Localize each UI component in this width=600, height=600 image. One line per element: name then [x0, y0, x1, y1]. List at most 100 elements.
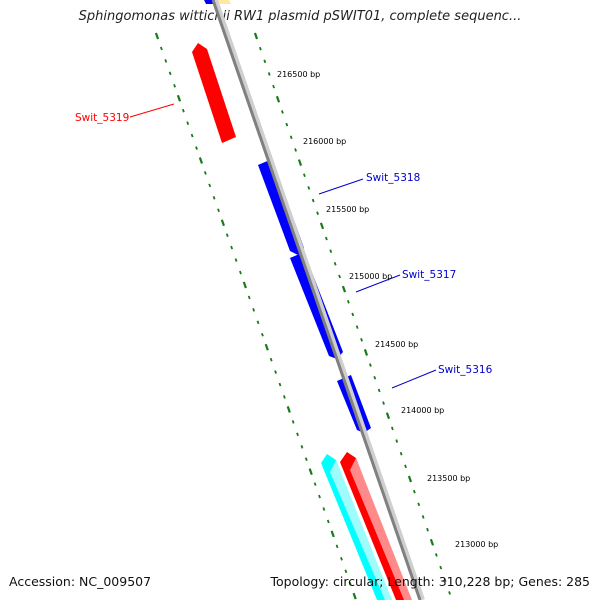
tick-mark	[212, 196, 216, 200]
tick-mark	[297, 159, 303, 166]
tick-mark	[217, 208, 220, 213]
scale-label-214000: 214000 bp	[401, 406, 444, 415]
tick-mark	[318, 494, 321, 499]
gene-label-swit-5316[interactable]: Swit_5316	[438, 364, 493, 376]
tick-mark	[195, 146, 198, 150]
tick-mark	[429, 538, 435, 546]
tick-mark	[344, 569, 348, 574]
tick-mark	[326, 519, 330, 524]
tick-mark	[282, 395, 286, 399]
tick-mark	[225, 233, 229, 237]
tick-mark	[346, 300, 350, 304]
tick-mark	[368, 363, 372, 367]
gene-top-yellow[interactable]	[218, 0, 231, 4]
tick-mark	[252, 308, 256, 312]
tick-mark	[390, 426, 394, 431]
tick-mark	[274, 370, 277, 374]
tick-mark	[247, 295, 251, 300]
map-title: Sphingomonas wittichii RW1 plasmid pSWIT…	[78, 9, 522, 24]
gene-label-swit-5317[interactable]: Swit_5317	[402, 269, 456, 281]
tick-mark	[443, 578, 447, 583]
tick-mark	[333, 262, 337, 266]
tick-mark	[338, 274, 341, 279]
tick-mark	[286, 406, 291, 413]
tick-mark	[404, 464, 407, 469]
tick-mark	[220, 219, 225, 227]
gene-label-leader-swit-5318	[318, 178, 364, 195]
tick-mark	[186, 121, 190, 125]
tick-mark	[173, 83, 176, 88]
tick-mark	[261, 332, 264, 337]
tick-mark	[296, 432, 299, 437]
tick-mark	[421, 515, 425, 519]
tick-mark	[263, 59, 267, 64]
tick-mark	[230, 245, 234, 250]
tick-mark	[176, 94, 182, 102]
sequence-backbone-shadow	[212, 0, 425, 600]
gene-cyan-lower-2[interactable]	[330, 460, 392, 600]
tick-mark	[203, 171, 207, 175]
gene-swit-5319[interactable]	[192, 43, 236, 143]
tick-mark	[267, 72, 271, 76]
scale-label-215000: 215000 bp	[349, 272, 392, 281]
tick-mark	[307, 186, 311, 190]
tick-mark	[448, 591, 451, 595]
tick-mark	[259, 46, 262, 51]
tick-mark	[325, 236, 328, 241]
sequence-backbone	[211, 0, 422, 600]
tick-mark	[426, 527, 429, 532]
tick-mark	[351, 312, 355, 317]
scale-label-216000: 216000 bp	[303, 137, 346, 146]
tick-mark	[407, 475, 413, 483]
tick-mark	[412, 489, 416, 494]
tick-mark	[281, 110, 284, 114]
tick-mark	[198, 157, 204, 164]
tick-mark	[313, 482, 317, 486]
tick-mark	[399, 451, 403, 456]
tick-mark	[239, 270, 242, 275]
gene-label-swit-5319[interactable]: Swit_5319	[75, 112, 129, 124]
tick-mark	[322, 507, 326, 511]
tick-mark	[434, 553, 438, 557]
tick-mark	[373, 375, 377, 380]
tick-mark	[417, 502, 421, 507]
tick-mark	[439, 565, 443, 570]
tick-mark	[395, 439, 399, 443]
genes-left-strand	[192, 0, 412, 600]
tick-mark	[190, 133, 194, 138]
tick-mark	[329, 249, 333, 253]
tick-mark	[363, 349, 369, 356]
tick-mark	[382, 401, 385, 405]
gene-label-swit-5318[interactable]: Swit_5318	[366, 172, 420, 184]
scale-label-214500: 214500 bp	[375, 340, 418, 349]
tick-mark	[316, 211, 319, 216]
tick-mark	[348, 581, 352, 586]
tick-mark	[377, 388, 381, 393]
tick-mark	[164, 59, 168, 63]
tick-mark	[352, 592, 357, 600]
tick-mark	[264, 343, 269, 351]
tick-mark	[285, 122, 289, 127]
gene-red-lower-2[interactable]	[350, 458, 412, 600]
tick-mark	[272, 84, 275, 89]
tick-mark	[154, 32, 160, 40]
scale-label-213500: 213500 bp	[427, 474, 470, 483]
tick-mark	[308, 468, 313, 476]
tick-mark	[289, 135, 293, 140]
tick-mark	[181, 108, 185, 113]
tick-mark	[242, 281, 247, 289]
accession-text: Accession: NC_009507	[9, 574, 152, 589]
tick-mark	[300, 444, 304, 449]
tick-mark	[278, 382, 282, 387]
gene-label-leader-swit-5319	[129, 103, 175, 118]
tick-mark	[355, 325, 359, 329]
tick-mark	[275, 95, 281, 103]
tick-mark	[330, 530, 335, 538]
gene-label-leader-swit-5316	[391, 369, 437, 389]
tick-mark	[385, 412, 391, 420]
tick-mark	[341, 285, 347, 293]
tick-mark	[294, 148, 297, 152]
tick-mark	[319, 222, 325, 230]
gene-label-leader-swit-5317	[355, 274, 401, 293]
